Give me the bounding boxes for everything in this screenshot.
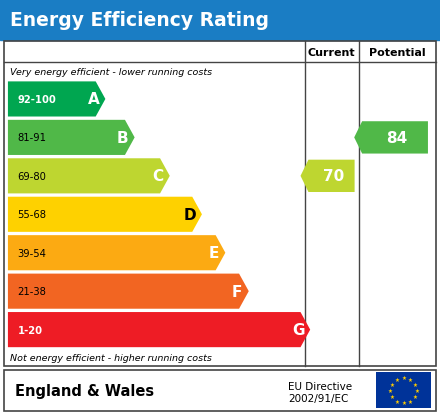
Text: A: A [88, 92, 99, 107]
Text: Not energy efficient - higher running costs: Not energy efficient - higher running co… [10, 353, 212, 362]
Polygon shape [8, 82, 106, 117]
Text: G: G [292, 322, 304, 337]
Bar [376, 373, 431, 408]
Text: B: B [117, 131, 128, 145]
Text: C: C [152, 169, 163, 184]
Text: Very energy efficient - lower running costs: Very energy efficient - lower running co… [10, 67, 212, 76]
Text: ★: ★ [395, 377, 400, 382]
Polygon shape [8, 274, 249, 309]
Text: 69-80: 69-80 [18, 171, 47, 181]
Text: ★: ★ [390, 382, 395, 387]
Text: ★: ★ [414, 388, 419, 393]
Text: England & Wales: England & Wales [15, 383, 154, 398]
Text: F: F [232, 284, 242, 299]
Text: ★: ★ [413, 382, 418, 387]
Text: 84: 84 [387, 131, 408, 145]
Polygon shape [354, 122, 428, 154]
Text: ★: ★ [401, 375, 406, 380]
Text: ★: ★ [408, 377, 413, 382]
Text: 39-54: 39-54 [18, 248, 47, 258]
Text: ★: ★ [388, 388, 393, 393]
Text: D: D [184, 207, 196, 222]
Text: 92-100: 92-100 [18, 95, 56, 105]
Text: Energy Efficiency Rating: Energy Efficiency Rating [10, 11, 269, 30]
Bar [0, 0, 440, 40]
Text: Current: Current [308, 47, 356, 57]
Text: 70: 70 [323, 169, 345, 184]
Text: EU Directive: EU Directive [288, 381, 352, 391]
Polygon shape [8, 312, 310, 347]
Text: 21-38: 21-38 [18, 287, 47, 297]
Polygon shape [8, 235, 225, 271]
Polygon shape [8, 121, 135, 156]
Text: 2002/91/EC: 2002/91/EC [288, 393, 348, 403]
Text: ★: ★ [395, 399, 400, 404]
Polygon shape [8, 159, 170, 194]
Text: 81-91: 81-91 [18, 133, 47, 143]
Polygon shape [8, 197, 202, 232]
Text: 1-20: 1-20 [18, 325, 43, 335]
Text: ★: ★ [401, 400, 406, 405]
Bar [4, 42, 436, 366]
Text: 55-68: 55-68 [18, 210, 47, 220]
Text: ★: ★ [413, 394, 418, 399]
Text: Potential: Potential [369, 47, 425, 57]
Polygon shape [301, 160, 355, 192]
Text: ★: ★ [408, 399, 413, 404]
Text: E: E [208, 246, 219, 261]
Bar [4, 370, 436, 411]
Text: ★: ★ [390, 394, 395, 399]
